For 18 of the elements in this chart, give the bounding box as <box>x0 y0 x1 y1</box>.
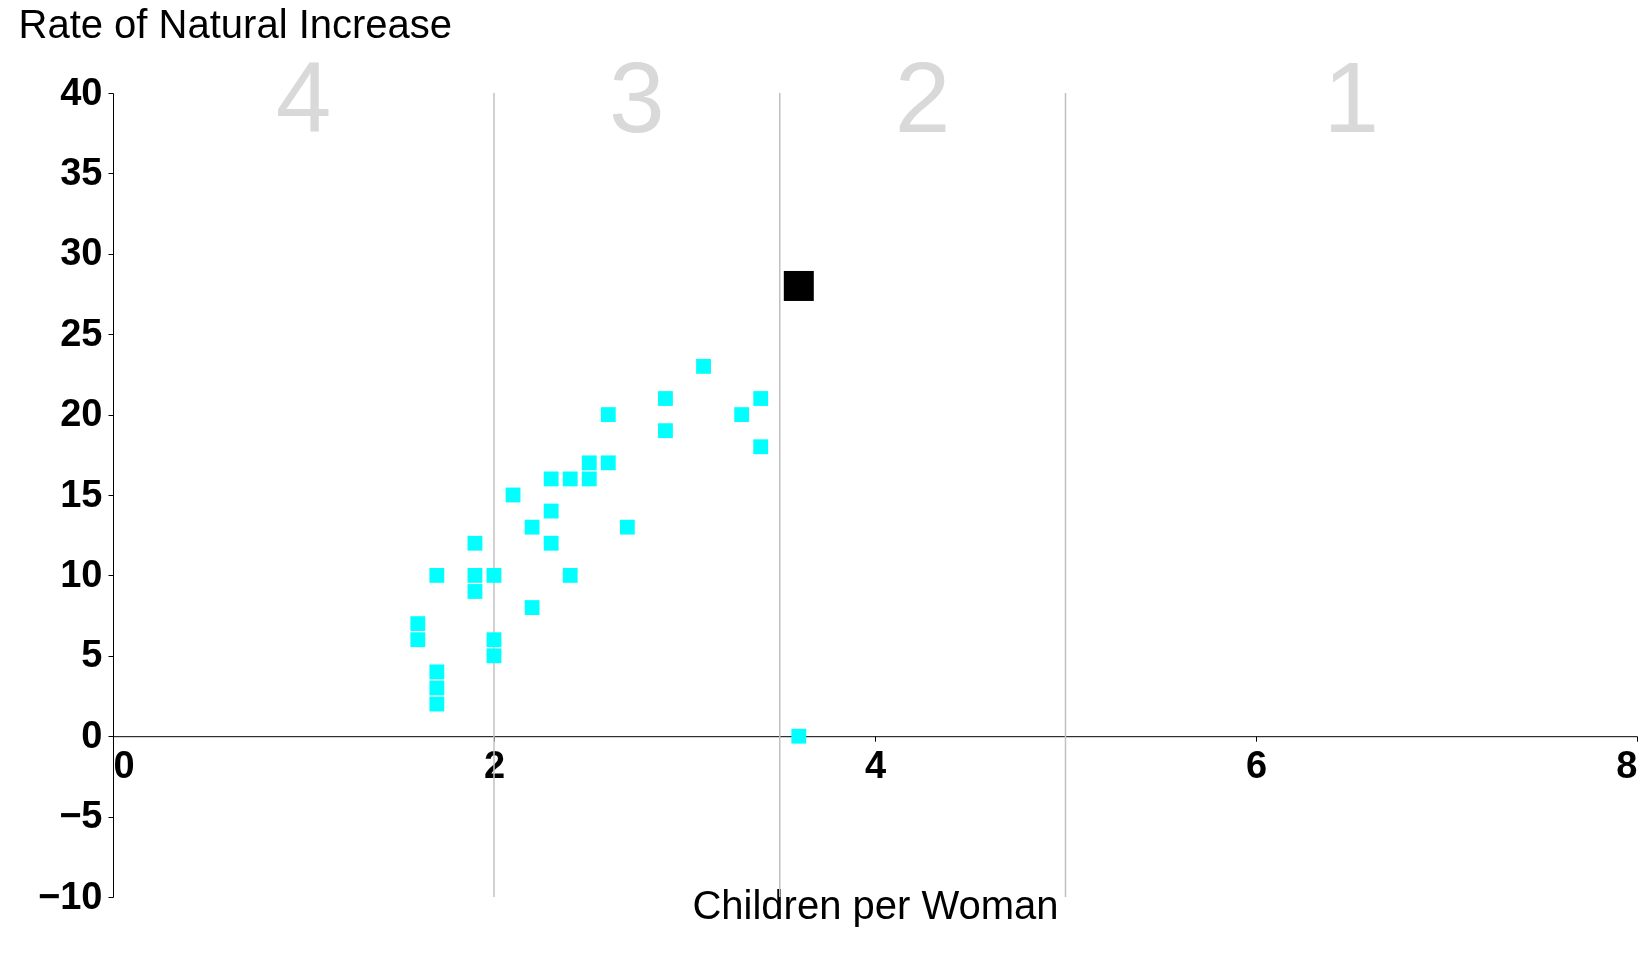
y-tick-label: 15 <box>60 472 103 515</box>
x-axis-title: Children per Woman <box>692 882 1059 927</box>
x-tick-label: 6 <box>1245 743 1268 786</box>
y-tick-label: 10 <box>60 552 103 595</box>
y-tick-label: 25 <box>60 311 103 354</box>
y-tick-label: 40 <box>60 70 103 113</box>
y-tick-label: 20 <box>60 392 103 435</box>
y-axis-title: Rate of Natural Increase <box>18 1 453 46</box>
x-tick-label: 4 <box>864 743 887 786</box>
x-tick-label: 0 <box>113 743 135 786</box>
y-tick-label: −5 <box>59 794 103 837</box>
x-tick-label: 8 <box>1616 743 1638 786</box>
y-tick-label: 30 <box>60 231 103 274</box>
y-tick-label: −10 <box>38 874 103 917</box>
y-tick-label: 0 <box>81 713 103 756</box>
y-tick-label: 35 <box>60 150 103 193</box>
y-tick-label: 5 <box>81 633 103 676</box>
x-tick-label: 2 <box>483 743 506 786</box>
